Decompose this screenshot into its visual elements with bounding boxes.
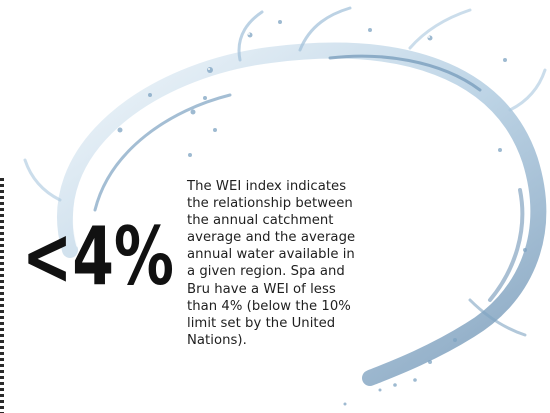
dotted-edge-border [0,178,4,413]
wei-description: The WEI index indicates the relationship… [187,179,356,348]
headline-figure: <4% [22,210,174,298]
less-than-four-percent-figure: <4% [22,210,174,298]
